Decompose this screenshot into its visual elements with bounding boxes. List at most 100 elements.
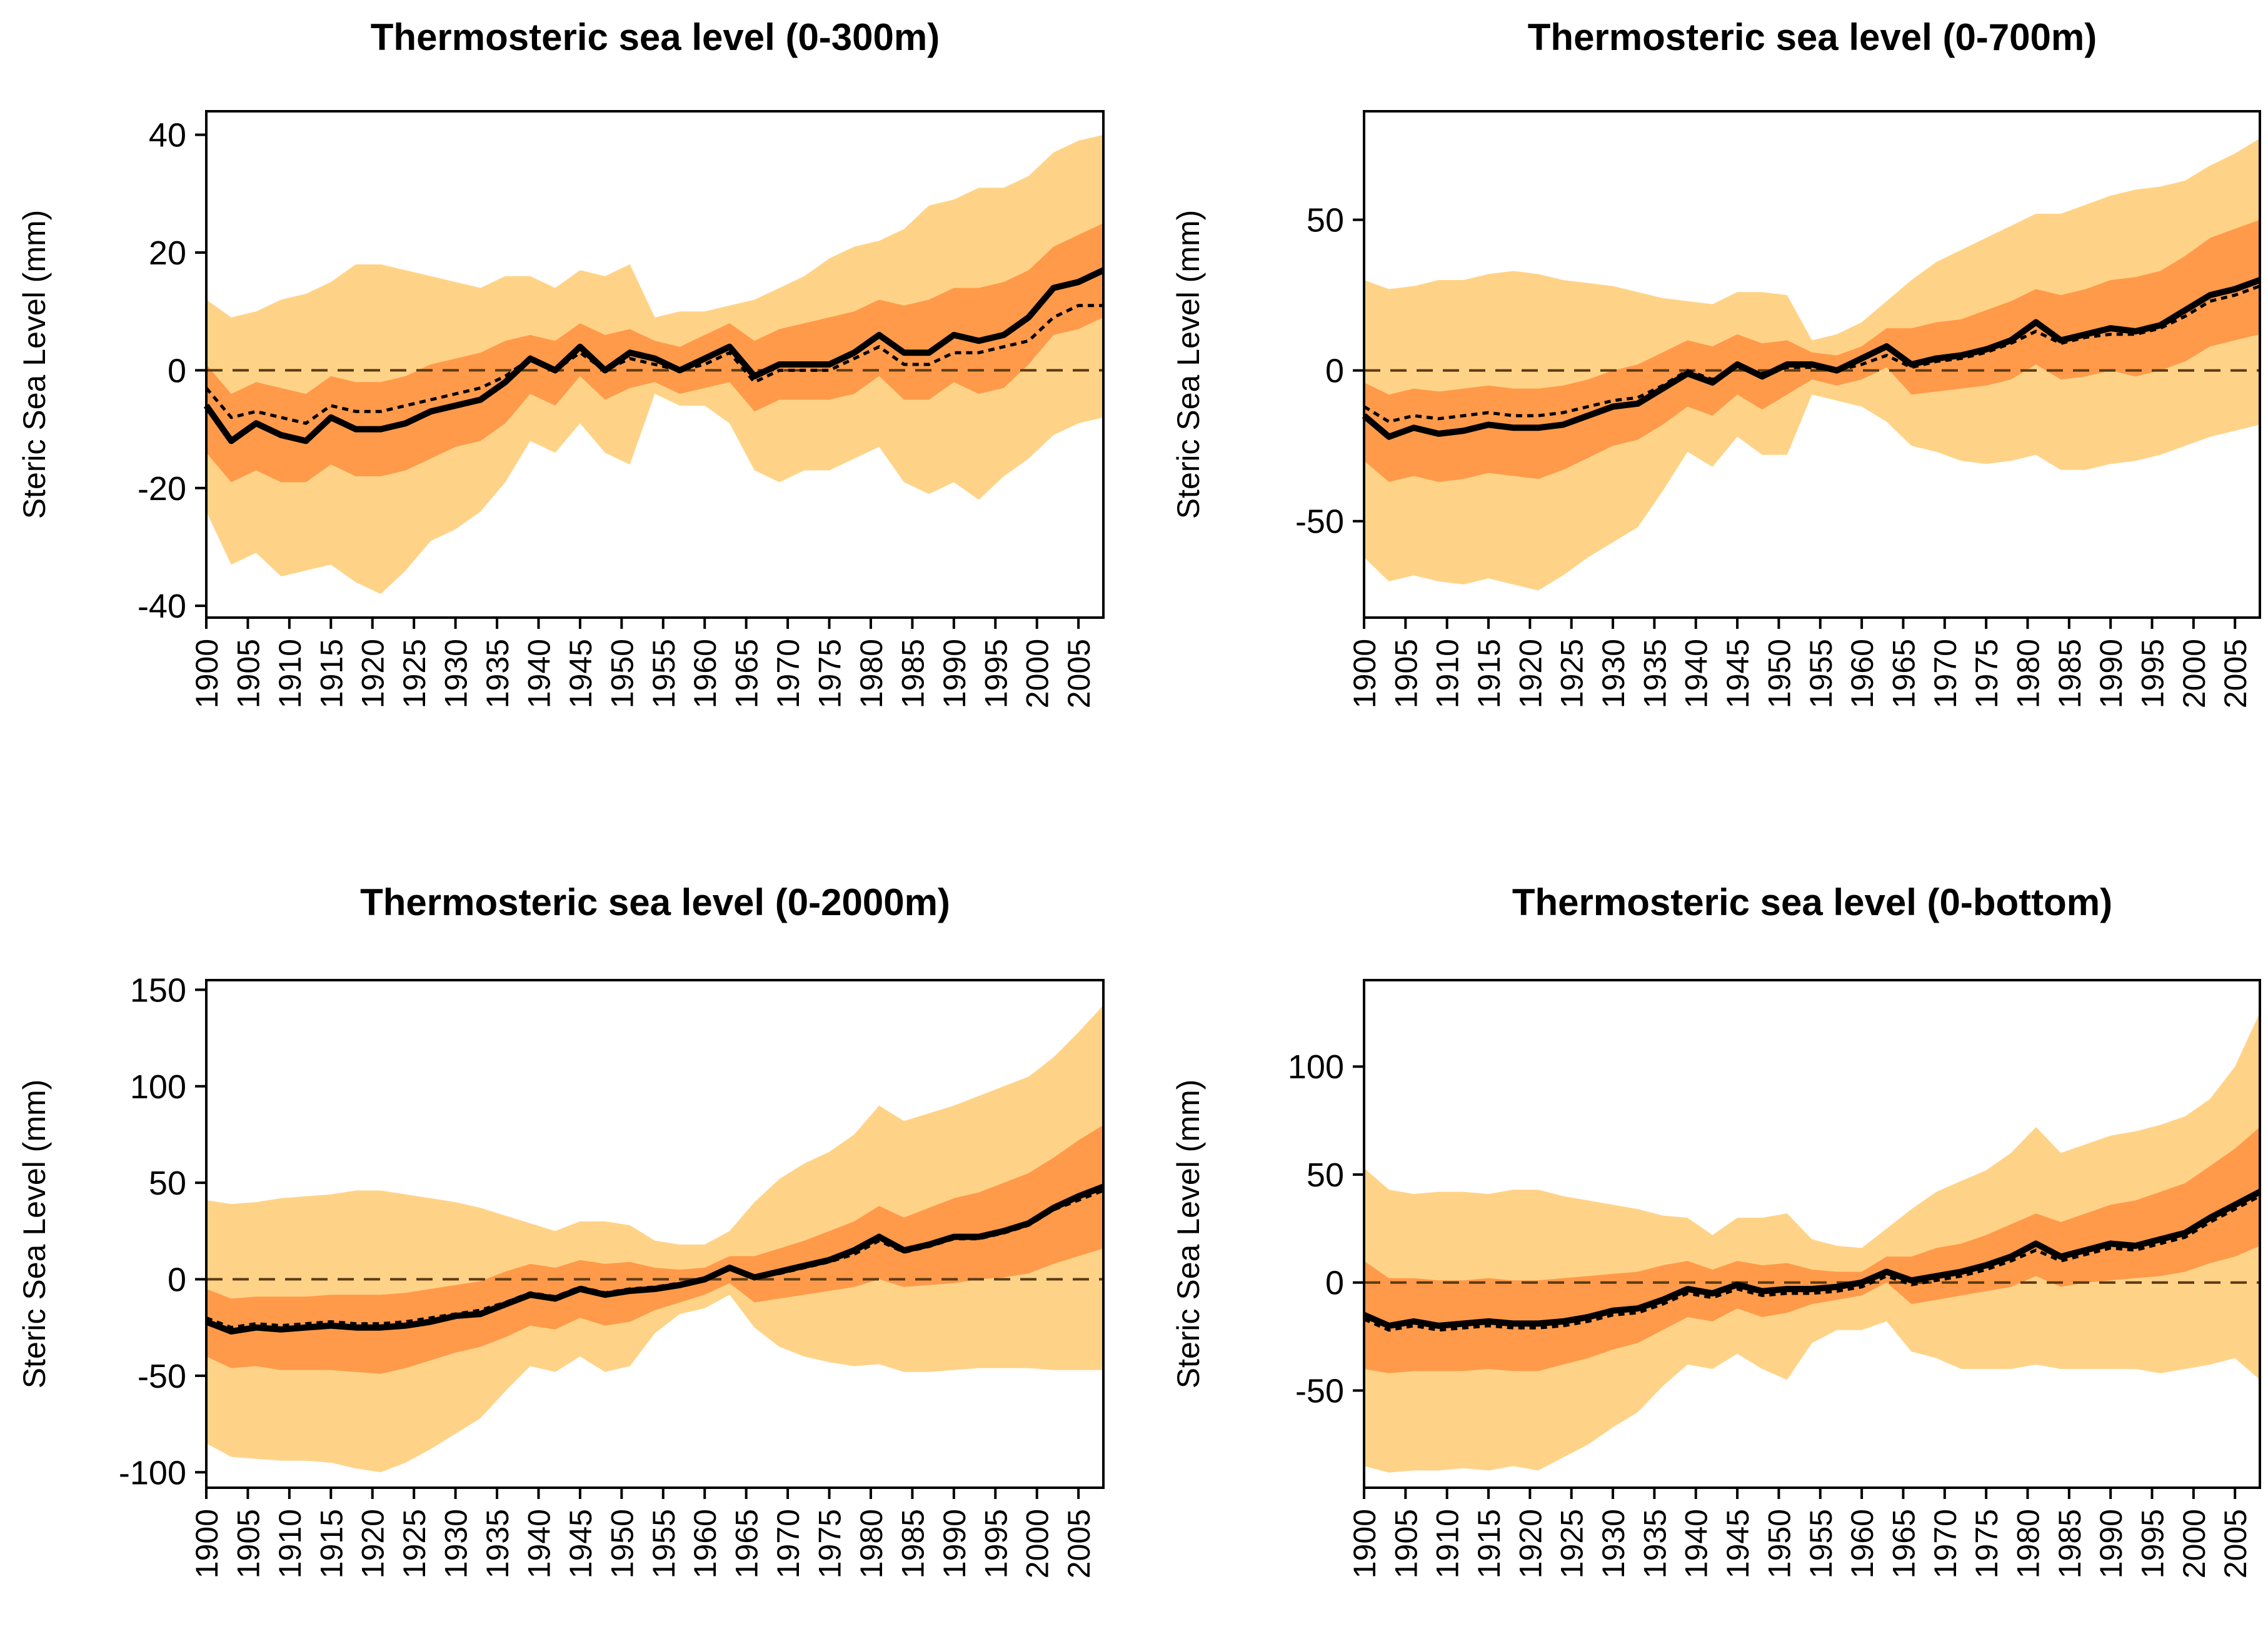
- x-tick-label: 1965: [730, 1509, 765, 1578]
- x-tick-label: 1920: [1513, 1509, 1548, 1578]
- x-tick-label: 1970: [771, 639, 806, 708]
- y-tick-label: 100: [130, 1068, 186, 1106]
- inner-band: [206, 1125, 1103, 1374]
- x-tick-label: 2005: [2218, 1509, 2253, 1578]
- x-tick-label: 1985: [2052, 1509, 2087, 1578]
- y-tick-label: 50: [1307, 1156, 1344, 1194]
- alternate-series-line: [205, 304, 1103, 425]
- x-tick-label: 1925: [397, 639, 432, 708]
- x-tick-label: 1980: [2010, 639, 2045, 708]
- x-tick-label: 1995: [978, 639, 1013, 708]
- x-tick-label: 2000: [1020, 639, 1055, 708]
- x-tick-label: 2005: [1061, 1509, 1096, 1578]
- x-tick-label: 1935: [1637, 639, 1672, 708]
- y-tick-label: 100: [1288, 1048, 1344, 1086]
- x-tick-label: 1920: [356, 639, 391, 708]
- x-tick-label: 1905: [1388, 1509, 1423, 1578]
- x-tick-label: 1980: [2010, 1509, 2045, 1578]
- x-tick-label: 1995: [2135, 639, 2170, 708]
- chart-title: Thermosteric sea level (0-bottom): [1512, 881, 2112, 923]
- x-tick-label: 1980: [854, 639, 889, 708]
- x-tick-label: 1950: [1762, 1509, 1797, 1578]
- x-tick-label: 1975: [813, 1509, 848, 1578]
- x-tick-label: 1900: [189, 639, 224, 708]
- y-axis-label: Steric Sea Level (mm): [17, 210, 52, 519]
- x-tick-label: 1955: [1804, 639, 1839, 708]
- x-tick-label: 1915: [314, 1509, 349, 1578]
- chart-title: Thermosteric sea level (0-2000m): [360, 881, 950, 923]
- x-tick-label: 1935: [1637, 1509, 1672, 1578]
- chart-title: Thermosteric sea level (0-300m): [371, 16, 940, 58]
- plot-frame: [1363, 979, 2261, 1489]
- panel-4: -50 0 50 100 1900 1905 1910 1915 1920 1925 1930 193…: [1171, 881, 2262, 1578]
- x-tick-label: 1990: [937, 639, 972, 708]
- chart-title: Thermosteric sea level (0-700m): [1528, 16, 2097, 58]
- x-tick-label: 1970: [771, 1509, 806, 1578]
- x-tick-label: 1945: [563, 1509, 598, 1578]
- x-tick-label: 1995: [2135, 1509, 2170, 1578]
- x-tick-label: 1945: [1720, 1509, 1755, 1578]
- y-axis-label: Steric Sea Level (mm): [1171, 1080, 1206, 1389]
- x-tick-label: 1955: [1804, 1509, 1839, 1578]
- x-tick-label: 1985: [895, 639, 930, 708]
- y-axis-label: Steric Sea Level (mm): [17, 1080, 52, 1389]
- x-tick-label: 1915: [1472, 1509, 1507, 1578]
- y-tick-label: -20: [138, 470, 186, 508]
- x-tick-label: 1930: [1596, 1509, 1631, 1578]
- x-tick-label: 1930: [439, 1509, 474, 1578]
- x-tick-label: 1900: [1347, 1509, 1382, 1578]
- alternate-series-line: [1363, 1195, 2261, 1332]
- mean-series-line: [203, 267, 1105, 444]
- x-tick-label: 1915: [314, 639, 349, 708]
- x-tick-label: 1940: [1679, 1509, 1714, 1578]
- y-tick-label: 0: [1325, 353, 1344, 390]
- x-tick-label: 1905: [231, 639, 266, 708]
- x-tick-label: 1905: [231, 1509, 266, 1578]
- x-tick-label: 1975: [1969, 1509, 2004, 1578]
- y-tick-label: 0: [168, 352, 186, 389]
- x-tick-label: 1940: [1679, 639, 1714, 708]
- mean-series-line: [1363, 1189, 2262, 1329]
- x-tick-label: 1900: [1347, 639, 1382, 708]
- y-tick-label: 40: [149, 117, 186, 154]
- x-tick-label: 1970: [1928, 1509, 1963, 1578]
- x-tick-label: 1925: [1555, 639, 1590, 708]
- y-tick-label: -50: [138, 1358, 186, 1395]
- plot-frame: [205, 110, 1105, 619]
- mean-series-line: [205, 1183, 1105, 1335]
- x-tick-label: 2000: [2177, 639, 2212, 708]
- x-tick-label: 1940: [521, 639, 556, 708]
- x-tick-label: 1995: [978, 1509, 1013, 1578]
- x-tick-label: 1980: [854, 1509, 889, 1578]
- x-tick-label: 1955: [646, 1509, 681, 1578]
- x-tick-label: 1915: [1472, 639, 1507, 708]
- x-tick-label: 1970: [1928, 639, 1963, 708]
- x-tick-label: 1950: [1762, 639, 1797, 708]
- y-tick-label: 50: [149, 1165, 186, 1202]
- x-tick-label: 1930: [439, 639, 474, 708]
- x-tick-label: 1935: [480, 639, 515, 708]
- x-tick-label: 1965: [1886, 639, 1921, 708]
- x-tick-label: 1930: [1596, 639, 1631, 708]
- plot-frame: [205, 979, 1105, 1489]
- x-tick-label: 1985: [895, 1509, 930, 1578]
- inner-band: [206, 223, 1103, 483]
- mean-series-line: [1362, 277, 2261, 440]
- x-tick-label: 1910: [273, 639, 308, 708]
- y-tick-label: 0: [1325, 1265, 1344, 1302]
- x-tick-label: 2005: [2218, 639, 2253, 708]
- x-tick-label: 1990: [937, 1509, 972, 1578]
- y-tick-label: -40: [138, 588, 186, 625]
- x-tick-label: 1955: [646, 639, 681, 708]
- x-tick-label: 1940: [521, 1509, 556, 1578]
- x-tick-label: 1910: [1430, 639, 1465, 708]
- x-tick-label: 1975: [1969, 639, 2004, 708]
- x-tick-label: 1965: [730, 639, 765, 708]
- x-tick-label: 1950: [605, 639, 640, 708]
- inner-band: [1364, 1127, 2260, 1373]
- x-tick-label: 1920: [1513, 639, 1548, 708]
- x-tick-label: 1990: [2094, 639, 2129, 708]
- y-axis-label: Steric Sea Level (mm): [1171, 210, 1206, 519]
- x-tick-label: 1950: [605, 1509, 640, 1578]
